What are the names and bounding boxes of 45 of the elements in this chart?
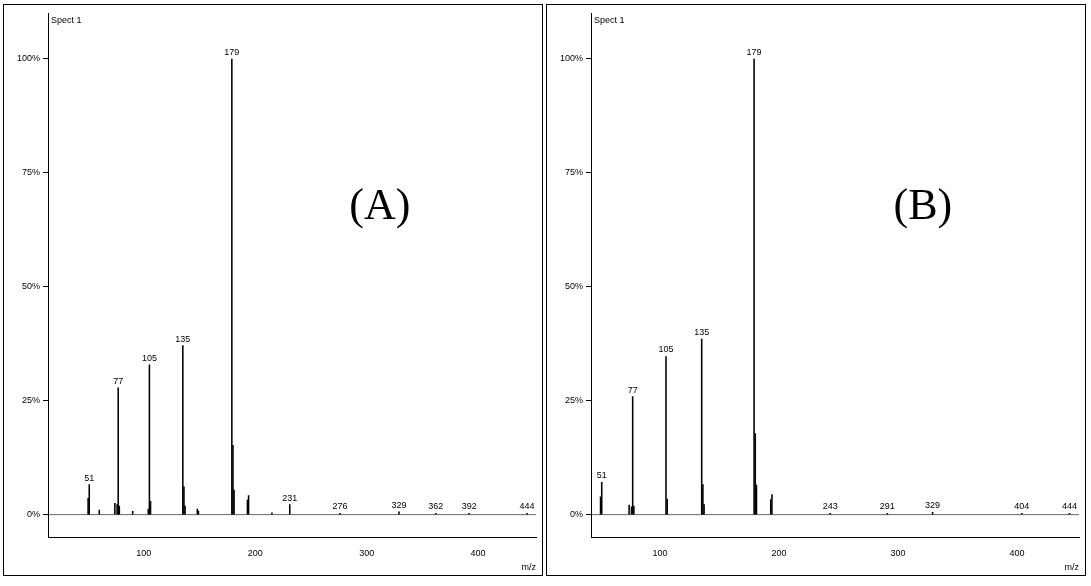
- chart-title: Spect 1: [51, 15, 82, 26]
- text: 105: [141, 352, 157, 363]
- text: 135: [694, 327, 710, 338]
- text: 179: [746, 46, 762, 57]
- x-axis-title: m/z: [1064, 562, 1080, 573]
- chart-title: Spect 1: [594, 15, 625, 26]
- text: 392: [461, 501, 477, 512]
- text: 362: [428, 501, 444, 512]
- text: 404: [1014, 501, 1030, 512]
- y-tick-label: 100%: [559, 53, 584, 64]
- y-tick-label: 50%: [22, 281, 41, 292]
- text: 444: [1061, 501, 1077, 512]
- y-tick-label: 50%: [565, 281, 584, 292]
- text: 444: [519, 501, 535, 512]
- x-tick-label: 300: [359, 548, 375, 559]
- x-tick-label: 400: [470, 548, 486, 559]
- y-tick-label: 0%: [570, 509, 584, 520]
- text: 105: [658, 344, 674, 355]
- x-tick-label: 400: [1009, 548, 1025, 559]
- y-tick-label: 25%: [22, 395, 41, 406]
- text: 77: [113, 375, 124, 386]
- x-tick-label: 200: [771, 548, 787, 559]
- x-tick-label: 200: [247, 548, 263, 559]
- y-tick-label: 75%: [22, 167, 41, 178]
- text: 51: [84, 472, 95, 483]
- y-tick-label: 0%: [27, 509, 41, 520]
- y-tick-label: 25%: [565, 395, 584, 406]
- text: 51: [596, 470, 607, 481]
- x-axis-title: m/z: [521, 562, 537, 573]
- text: 243: [822, 501, 838, 512]
- x-tick-label: 100: [136, 548, 152, 559]
- annotation: (B): [893, 179, 953, 229]
- text: 179: [224, 46, 240, 57]
- text: 329: [925, 500, 941, 511]
- x-tick-label: 100: [652, 548, 668, 559]
- x-tick-label: 300: [890, 548, 906, 559]
- y-tick-label: 75%: [565, 167, 584, 178]
- annotation: (A): [349, 179, 411, 229]
- text: 77: [627, 384, 638, 395]
- text: 291: [879, 501, 895, 512]
- text: 231: [282, 492, 298, 503]
- text: 135: [175, 333, 191, 344]
- y-tick-label: 100%: [16, 53, 41, 64]
- text: 329: [391, 499, 407, 510]
- text: 276: [332, 501, 348, 512]
